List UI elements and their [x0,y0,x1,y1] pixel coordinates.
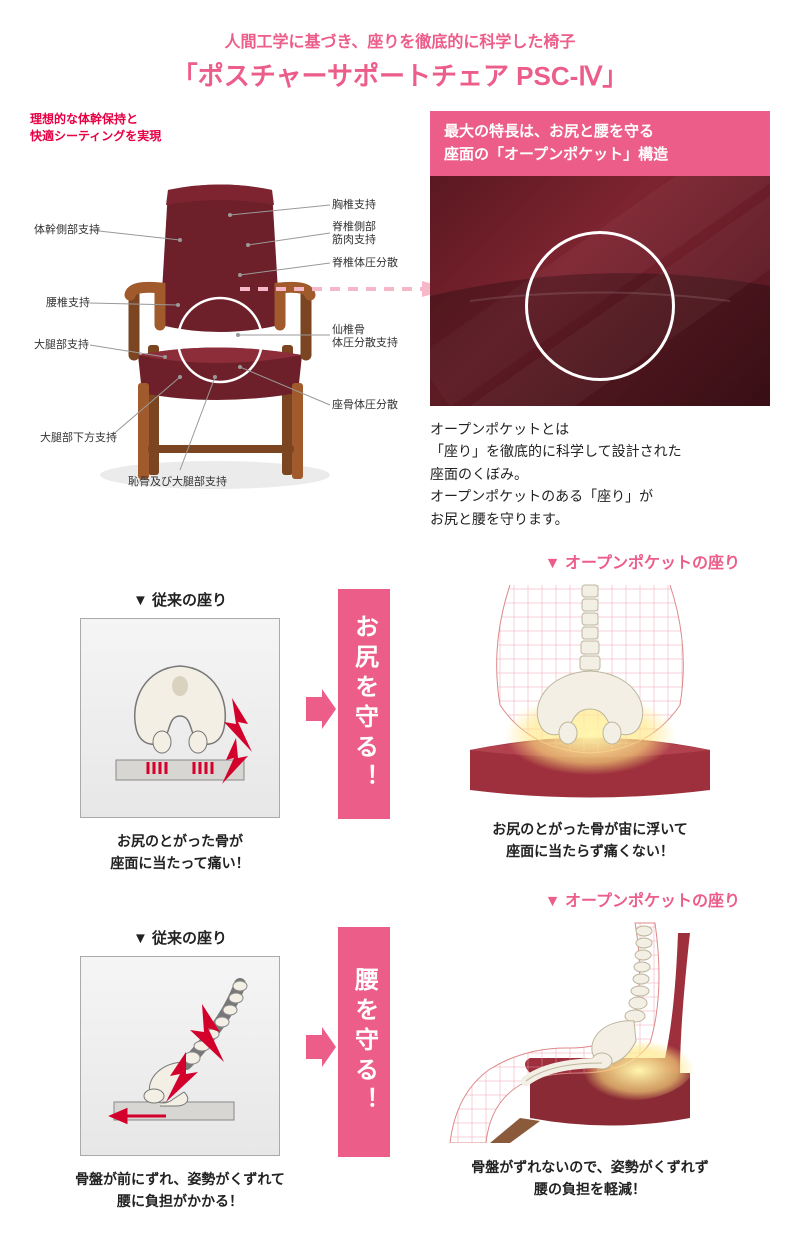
opk-col-2: 骨盤がずれないので、姿勢がくずれず 腰の負担を軽減！ [420,913,760,1201]
opk-cap1-l2: 座面に当たらず痛くない！ [506,843,674,859]
trad-col-2: ▼ 従来の座り [60,927,300,1213]
detail-closeup [430,176,770,406]
top-section: 理想的な体幹保持と 快適シーティングを実現 [0,111,800,531]
chair-svg: 胸椎支持 脊椎側部 筋肉支持 脊椎体圧分散 仙椎骨 体圧分散支持 座骨体圧分散 … [30,145,400,505]
detail-text: オープンポケットとは 「座り」を徹底的に科学して設計された 座面のくぼみ。 オー… [430,418,770,530]
detail-hdr-l1: 最大の特長は、お尻と腰を守る [444,123,654,140]
lbl-thigh: 大腿部支持 [34,337,89,351]
banner-hip: お尻を守る！ [338,589,390,819]
opk-cap1-l1: お尻のとがった骨が宙に浮いて [492,821,688,837]
detail-t1: オープンポケットとは [430,421,569,437]
trad-cap-2: 骨盤が前にずれ、姿勢がくずれて 腰に負担がかかる！ [60,1168,300,1213]
detail-t5: お尻と腰を守ります。 [430,511,569,527]
detail-t3: 座面のくぼみ。 [430,466,528,482]
compare-row-hip: ▼ オープンポケットの座り ▼ 従来の座り [0,549,800,879]
chair-tagline: 理想的な体幹保持と 快適シーティングを実現 [30,111,400,145]
trad-cap2-l2: 腰に負担がかかる！ [117,1193,243,1209]
lbl-sacrum-2: 体圧分散支持 [332,335,398,349]
trad-cap1-l2: 座面に当たって痛い！ [110,855,249,871]
banner-back: 腰を守る！ [338,927,390,1157]
lbl-chest: 胸椎支持 [332,197,376,211]
link-arrow-icon [240,279,450,299]
lbl-spine-press: 脊椎体圧分散 [332,255,398,269]
opk-cap-1: お尻のとがった骨が宙に浮いて 座面に当たらず痛くない！ [420,818,760,863]
trad-illust-1 [80,618,280,818]
opk-cap2-l2: 腰の負担を軽減！ [534,1181,646,1197]
arrow-icon-2 [306,1027,336,1067]
lbl-lumbar: 腰椎支持 [46,295,90,309]
trad-title-2: ▼ 従来の座り [60,927,300,948]
arrow-icon-1 [306,689,336,729]
detail-header: 最大の特長は、お尻と腰を守る 座面の「オープンポケット」構造 [430,111,770,176]
title-sub: 人間工学に基づき、座りを徹底的に科学した椅子 [0,28,800,52]
opk-col-1: お尻のとがった骨が宙に浮いて 座面に当たらず痛くない！ [420,575,760,863]
detail-panel: 最大の特長は、お尻と腰を守る 座面の「オープンポケット」構造 オープンポケットと… [430,111,770,530]
detail-circle-icon [525,231,675,381]
lbl-pubic: 恥骨及び大腿部支持 [128,474,227,488]
chair-tag-l2: 快適シーティングを実現 [30,129,161,143]
opk-cap2-l1: 骨盤がずれないので、姿勢がくずれず [471,1159,708,1175]
trad-col-1: ▼ 従来の座り お尻のとが [60,589,300,875]
opk-illust-2 [430,913,750,1143]
chair-diagram: 理想的な体幹保持と 快適シーティングを実現 [30,111,400,510]
title-block: 人間工学に基づき、座りを徹底的に科学した椅子 「ポスチャーサポートチェア PSC… [0,0,800,111]
detail-t2: 「座り」を徹底的に科学して設計された [430,443,682,459]
trad-cap2-l1: 骨盤が前にずれ、姿勢がくずれて [75,1171,285,1187]
opk-title-1: ▼ オープンポケットの座り [545,549,740,573]
lbl-ischial: 座骨体圧分散 [332,397,398,411]
chair-tag-l1: 理想的な体幹保持と [30,112,138,126]
trad-illust-2 [80,956,280,1156]
opk-illust-1 [430,575,750,805]
trad-cap-1: お尻のとがった骨が 座面に当たって痛い！ [60,830,300,875]
lbl-spine-side-2: 筋肉支持 [332,232,376,246]
detail-hdr-l2: 座面の「オープンポケット」構造 [444,146,668,163]
trad-title-1: ▼ 従来の座り [60,589,300,610]
title-main: 「ポスチャーサポートチェア PSC-Ⅳ」 [0,56,800,93]
compare-row-back: ▼ オープンポケットの座り ▼ 従来の座り [0,887,800,1217]
detail-t4: オープンポケットのある「座り」が [430,488,653,504]
lbl-thigh-lower: 大腿部下方支持 [40,430,117,444]
opk-cap-2: 骨盤がずれないので、姿勢がくずれず 腰の負担を軽減！ [420,1156,760,1201]
trad-cap1-l1: お尻のとがった骨が [117,833,243,849]
opk-title-2: ▼ オープンポケットの座り [545,887,740,911]
lbl-trunk-side: 体幹側部支持 [34,222,100,236]
lbl-sacrum-1: 仙椎骨 [332,322,365,336]
lbl-spine-side-1: 脊椎側部 [332,219,376,233]
